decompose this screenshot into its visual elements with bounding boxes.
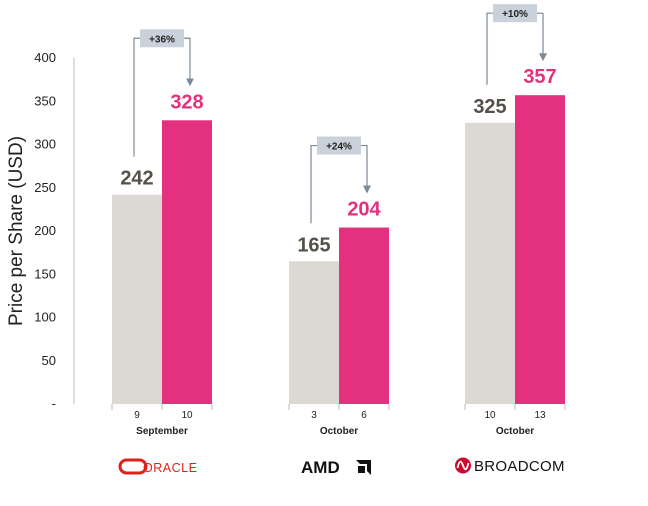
month-label: September <box>136 426 188 437</box>
value-label-before: 242 <box>120 168 153 190</box>
y-tick-label: 200 <box>34 223 56 238</box>
y-tick-label: 350 <box>34 93 56 108</box>
x-tick-label: 10 <box>484 410 496 421</box>
y-axis-ticks: - 50 100 150 200 250 300 350 400 <box>34 50 56 411</box>
amd-logo-arrow <box>356 460 371 475</box>
y-tick-label: 50 <box>42 353 56 368</box>
month-label: October <box>320 426 358 437</box>
change-label: +36% <box>149 34 175 45</box>
value-label-after: 357 <box>523 66 556 88</box>
broadcom-logo-text: BROADCOM <box>474 458 565 475</box>
y-tick-label: 150 <box>34 266 56 281</box>
y-tick-label: 250 <box>34 180 56 195</box>
y-axis-label: Price per Share (USD) <box>6 136 27 326</box>
change-badge <box>140 29 184 48</box>
bar-before <box>289 261 339 404</box>
x-tick-label: 10 <box>181 410 193 421</box>
amd-logo: AMD <box>301 458 371 477</box>
y-tick-label: 100 <box>34 310 56 325</box>
broadcom-logo: BROADCOM <box>455 457 565 475</box>
bar-before <box>112 194 162 404</box>
bar-after <box>162 120 212 404</box>
y-tick-label: - <box>52 396 56 411</box>
change-annotations: +36% +24% +10% <box>133 4 547 224</box>
change-label: +24% <box>326 142 352 153</box>
oracle-logo-mark <box>118 458 148 475</box>
value-label-after: 328 <box>170 91 203 113</box>
value-label-before: 325 <box>473 96 506 118</box>
bar-after <box>515 95 565 404</box>
bar-before <box>465 122 515 404</box>
bar-after <box>339 227 389 404</box>
value-label-after: 204 <box>347 199 381 221</box>
change-badge <box>493 4 537 23</box>
oracle-logo: ORACLE <box>118 458 197 475</box>
y-tick-label: 300 <box>34 137 56 152</box>
change-label: +10% <box>502 9 528 20</box>
x-tick-label: 13 <box>534 410 546 421</box>
amd-logo-text: AMD <box>301 458 340 477</box>
x-tick-label: 9 <box>134 410 140 421</box>
change-badge <box>317 136 361 155</box>
y-tick-label: 400 <box>34 50 56 65</box>
value-label-before: 165 <box>297 234 330 256</box>
bars: 242 328 165 204 325 357 <box>112 66 565 404</box>
x-tick-label: 3 <box>311 410 317 421</box>
oracle-logo-text: ORACLE <box>143 461 197 475</box>
month-label: October <box>496 426 534 437</box>
x-tick-label: 6 <box>361 410 367 421</box>
